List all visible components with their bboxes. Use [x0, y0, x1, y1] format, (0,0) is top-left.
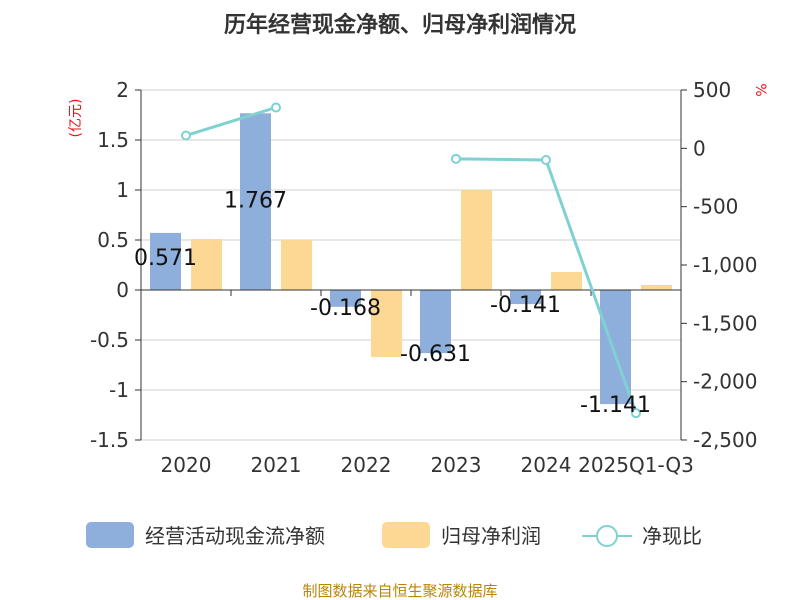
bar-profit [551, 272, 582, 290]
legend-swatch-profit [382, 522, 430, 548]
ratio-point [631, 408, 641, 419]
source-note: 制图数据来自恒生聚源数据库 [302, 582, 497, 600]
ratio-point [271, 102, 281, 113]
right-tick-label: -2,500 [693, 428, 757, 452]
bar-cashflow [420, 290, 451, 354]
bar-cashflow [240, 113, 271, 290]
left-axis-ticks: 2 1.5 1 0.5 0 -0.5 -1 -1.5 [90, 78, 141, 452]
legend-label-profit: 归母净利润 [441, 524, 541, 548]
left-tick-label: 0.5 [97, 228, 129, 252]
ratio-point [541, 155, 551, 165]
left-axis-unit: (亿元) [68, 99, 84, 138]
legend-label-cashflow: 经营活动现金流净额 [145, 524, 325, 548]
legend-marker-ratio [596, 525, 618, 547]
right-tick-label: 0 [693, 136, 706, 160]
x-tick-label: 2025Q1-Q3 [578, 453, 694, 477]
ratio-point [181, 130, 191, 141]
left-tick-label: -0.5 [90, 328, 129, 352]
right-tick-label: -2,000 [693, 370, 757, 394]
left-tick-label: 0 [116, 278, 129, 302]
right-tick-label: -500 [693, 195, 738, 219]
legend: 经营活动现金流净额 归母净利润 净现比 [86, 522, 702, 548]
ratio-point [451, 153, 461, 164]
right-axis-unit: % [752, 83, 768, 96]
x-tick-label: 2023 [431, 453, 482, 477]
data-labels-layer: 0.571 1.767 -0.168 -0.631 -0.141 -1.141 [134, 188, 651, 418]
right-tick-label: -1,500 [693, 311, 757, 335]
x-tick-label: 2022 [341, 453, 392, 477]
legend-label-ratio: 净现比 [642, 524, 702, 548]
bar-profit [641, 285, 672, 290]
bar-profit [191, 239, 222, 290]
left-tick-label: 2 [116, 78, 129, 102]
data-label-cashflow: 0.571 [134, 246, 197, 271]
bar-profit [281, 240, 312, 290]
x-tick-label: 2021 [251, 453, 302, 477]
data-label-cashflow: -0.168 [310, 296, 381, 321]
right-tick-label: 500 [693, 78, 731, 102]
x-axis-ticks: 2020 2021 2022 2023 2024 2025Q1-Q3 [161, 453, 694, 477]
legend-item-cashflow[interactable]: 经营活动现金流净额 [86, 522, 325, 548]
x-tick-label: 2024 [521, 453, 572, 477]
right-axis-ticks: 500 0 -500 -1,000 -1,500 -2,000 -2,500 [681, 78, 757, 452]
legend-item-ratio[interactable]: 净现比 [582, 524, 702, 548]
left-tick-label: 1.5 [97, 128, 129, 152]
left-tick-label: -1.5 [90, 428, 129, 452]
left-tick-label: -1 [109, 378, 129, 402]
ratio-line [185, 106, 277, 137]
bar-profit [371, 290, 402, 357]
data-label-cashflow: 1.767 [224, 188, 287, 213]
x-tick-label: 2020 [161, 453, 212, 477]
data-label-cashflow: -0.631 [400, 342, 471, 367]
legend-swatch-cashflow [86, 522, 134, 548]
bar-cashflow [510, 290, 541, 305]
bars-layer [150, 113, 672, 405]
right-tick-label: -1,000 [693, 253, 757, 277]
bar-cashflow [150, 232, 181, 290]
legend-item-profit[interactable]: 归母净利润 [382, 522, 541, 548]
chart-title: 历年经营现金净额、归母净利润情况 [224, 12, 576, 38]
data-label-cashflow: -0.141 [490, 293, 561, 318]
left-tick-label: 1 [116, 178, 129, 202]
line-layer [181, 102, 641, 419]
data-label-cashflow: -1.141 [580, 393, 651, 418]
bar-profit [461, 190, 492, 290]
bar-cashflow [330, 290, 361, 307]
